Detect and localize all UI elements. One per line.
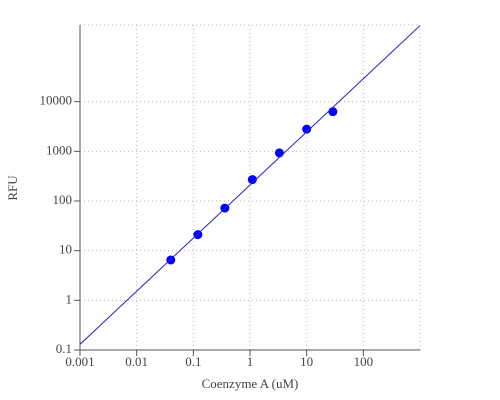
fit-line [80, 25, 420, 345]
y-tick-label: 0.1 [56, 341, 72, 356]
data-point [302, 124, 312, 134]
x-tick-label: 100 [354, 354, 374, 369]
y-tick-label: 1 [66, 291, 73, 306]
data-point [328, 107, 338, 117]
y-axis-label: RFU [5, 175, 20, 201]
data-point [274, 148, 284, 158]
x-tick-label: 0.001 [65, 354, 94, 369]
y-tick-label: 10000 [40, 93, 73, 108]
y-tick-label: 1000 [46, 142, 72, 157]
x-tick-label: 10 [300, 354, 313, 369]
x-tick-label: 1 [247, 354, 254, 369]
x-tick-label: 0.01 [125, 354, 148, 369]
x-tick-label: 0.1 [185, 354, 201, 369]
y-tick-label: 100 [53, 192, 73, 207]
x-axis-label: Coenzyme A (uM) [202, 376, 299, 391]
y-tick-label: 10 [59, 242, 72, 257]
data-point [247, 175, 257, 185]
